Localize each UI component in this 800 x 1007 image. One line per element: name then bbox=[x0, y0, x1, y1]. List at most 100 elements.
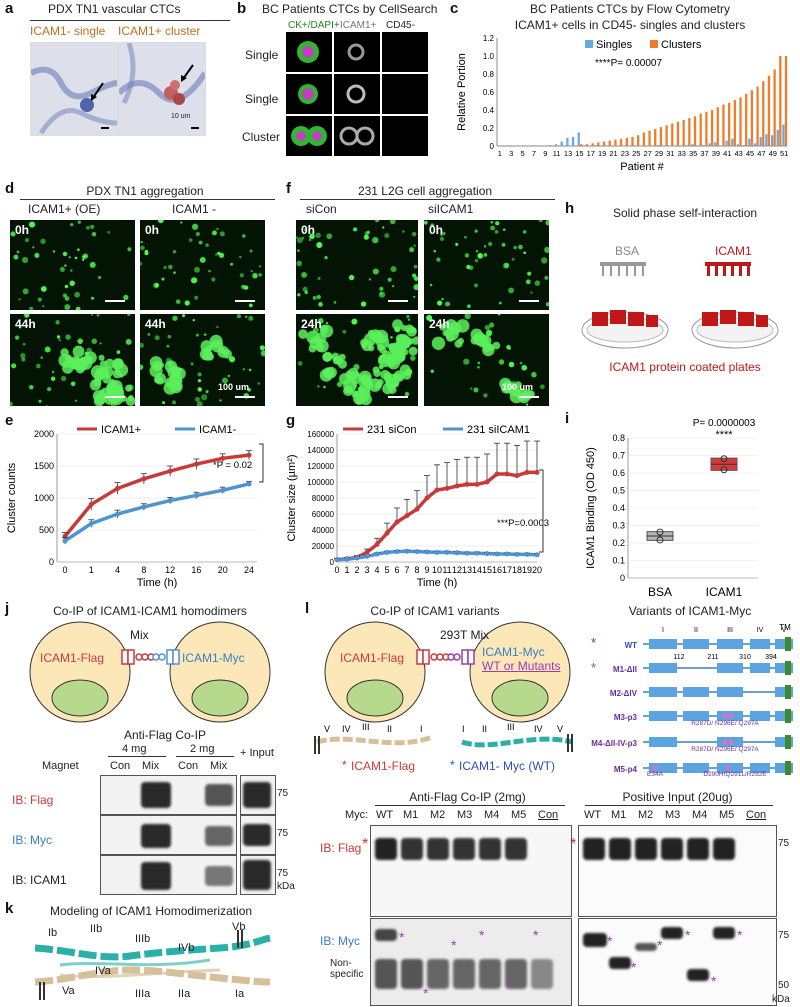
bar-singles bbox=[782, 124, 785, 146]
cell-dot bbox=[18, 325, 22, 329]
panel-h-bsa: BSA bbox=[615, 244, 640, 258]
cell-dot bbox=[475, 250, 479, 253]
point bbox=[656, 528, 664, 536]
cell-dot bbox=[239, 255, 242, 259]
cell-dot bbox=[77, 220, 82, 224]
mutation-dot bbox=[652, 765, 658, 771]
cell-cluster bbox=[102, 366, 114, 378]
cell-dot bbox=[474, 258, 479, 263]
x-tick-label: 16 bbox=[191, 565, 201, 575]
data-point bbox=[534, 469, 540, 475]
domain-box bbox=[683, 711, 709, 721]
x-tick-label: 15 bbox=[575, 149, 583, 158]
cell-dot bbox=[477, 366, 480, 369]
cell-dot bbox=[96, 314, 100, 317]
cell-dot bbox=[308, 238, 312, 242]
y-tick-label: 1500 bbox=[34, 461, 54, 471]
y-tick-label: 60000 bbox=[312, 510, 335, 519]
x-tick-label: 16 bbox=[492, 565, 502, 575]
cell-dot bbox=[208, 269, 211, 273]
panel-a-img2-label: ICAM1+ cluster bbox=[118, 24, 201, 38]
panel-a-letter: a bbox=[5, 0, 14, 17]
cell-dot bbox=[364, 231, 369, 236]
panel-a-image-cluster: 10 um bbox=[118, 42, 206, 136]
cell-dot bbox=[154, 335, 160, 341]
bar-singles bbox=[731, 138, 734, 146]
data-point bbox=[434, 487, 440, 493]
panel-k-ia: Ia bbox=[235, 988, 245, 1000]
domain-box bbox=[750, 663, 770, 673]
panel-j-ib-myc: IB: Myc bbox=[12, 833, 53, 847]
cell-cluster bbox=[218, 347, 225, 354]
x-tick-label: 20 bbox=[218, 565, 228, 575]
cell-dot bbox=[485, 329, 493, 337]
lane-label: M3 bbox=[665, 809, 681, 821]
y-tick-label: 2000 bbox=[34, 429, 54, 439]
blot-band bbox=[609, 838, 631, 860]
blot-band bbox=[453, 959, 475, 989]
cell-dot bbox=[77, 338, 83, 344]
x-tick-label: 41 bbox=[723, 149, 731, 158]
panel-f-label-0h-b: 0h bbox=[429, 223, 444, 237]
blot-band bbox=[401, 838, 423, 860]
data-point bbox=[414, 506, 420, 512]
cell-dot bbox=[211, 277, 216, 282]
bar-clusters bbox=[756, 86, 759, 146]
data-point bbox=[504, 551, 510, 557]
data-point bbox=[454, 483, 460, 489]
data-point bbox=[115, 511, 121, 517]
cell-dot bbox=[523, 251, 527, 255]
cell-dot bbox=[442, 231, 446, 236]
lane-label: M1 bbox=[403, 809, 419, 821]
cell-dot bbox=[90, 224, 95, 229]
cell-dot bbox=[521, 364, 528, 371]
cell-dot bbox=[107, 230, 111, 234]
panel-i-letter: i bbox=[565, 410, 570, 427]
x-axis-label: Time (h) bbox=[137, 577, 178, 589]
domain-box bbox=[649, 687, 677, 697]
panel-b-col2: ICAM1+ bbox=[340, 20, 377, 31]
cell-cluster bbox=[455, 319, 470, 333]
panel-k-iia: IIa bbox=[178, 988, 191, 1000]
bar-clusters bbox=[608, 140, 611, 146]
panel-l-variants-title: Variants of ICAM1-Myc bbox=[628, 604, 752, 618]
x-axis-label: Time (h) bbox=[417, 577, 458, 589]
cell-dot bbox=[250, 269, 253, 273]
cell-dot bbox=[13, 254, 19, 260]
panel-l-myc: ICAM1-Myc bbox=[482, 645, 545, 659]
data-point bbox=[220, 487, 226, 493]
cell-dot bbox=[464, 253, 470, 258]
cell-dot bbox=[40, 356, 43, 359]
data-point bbox=[424, 495, 430, 501]
x-tick-label: 11 bbox=[442, 565, 451, 575]
domain-box bbox=[750, 711, 770, 721]
cell-dot bbox=[504, 262, 510, 268]
cell-dot bbox=[127, 314, 131, 316]
bar-singles bbox=[753, 143, 757, 146]
cell-cluster bbox=[306, 330, 320, 344]
cell-dot bbox=[518, 244, 523, 250]
cell-dot bbox=[74, 399, 78, 402]
panel-k-iib: IIb bbox=[90, 923, 103, 935]
cell-dot bbox=[16, 250, 20, 254]
panel-c-title2: ICAM1+ cells in CD45- singles and cluste… bbox=[514, 18, 746, 32]
data-point bbox=[354, 555, 360, 561]
blot-band bbox=[713, 838, 735, 860]
domain-box bbox=[649, 663, 677, 673]
cell-dot bbox=[511, 257, 515, 261]
panel-j-75c: 75 bbox=[277, 868, 289, 879]
cell-cluster bbox=[363, 333, 377, 347]
cell-cluster bbox=[444, 319, 458, 332]
panel-j-mix1: Mix bbox=[142, 760, 160, 772]
bar-clusters bbox=[665, 125, 668, 146]
panel-d-img-neg-44h: 44h 100 um bbox=[140, 314, 265, 406]
cell-dot bbox=[190, 277, 198, 284]
cell-cluster bbox=[206, 345, 213, 352]
x-axis-label: Patient # bbox=[620, 161, 664, 173]
bar-singles bbox=[685, 145, 688, 146]
cell-dot bbox=[205, 243, 209, 247]
panel-k-iiib: IIIb bbox=[135, 933, 151, 945]
cell-dot bbox=[545, 302, 549, 307]
blot-band bbox=[427, 959, 449, 989]
variant-label: WT bbox=[625, 641, 638, 650]
